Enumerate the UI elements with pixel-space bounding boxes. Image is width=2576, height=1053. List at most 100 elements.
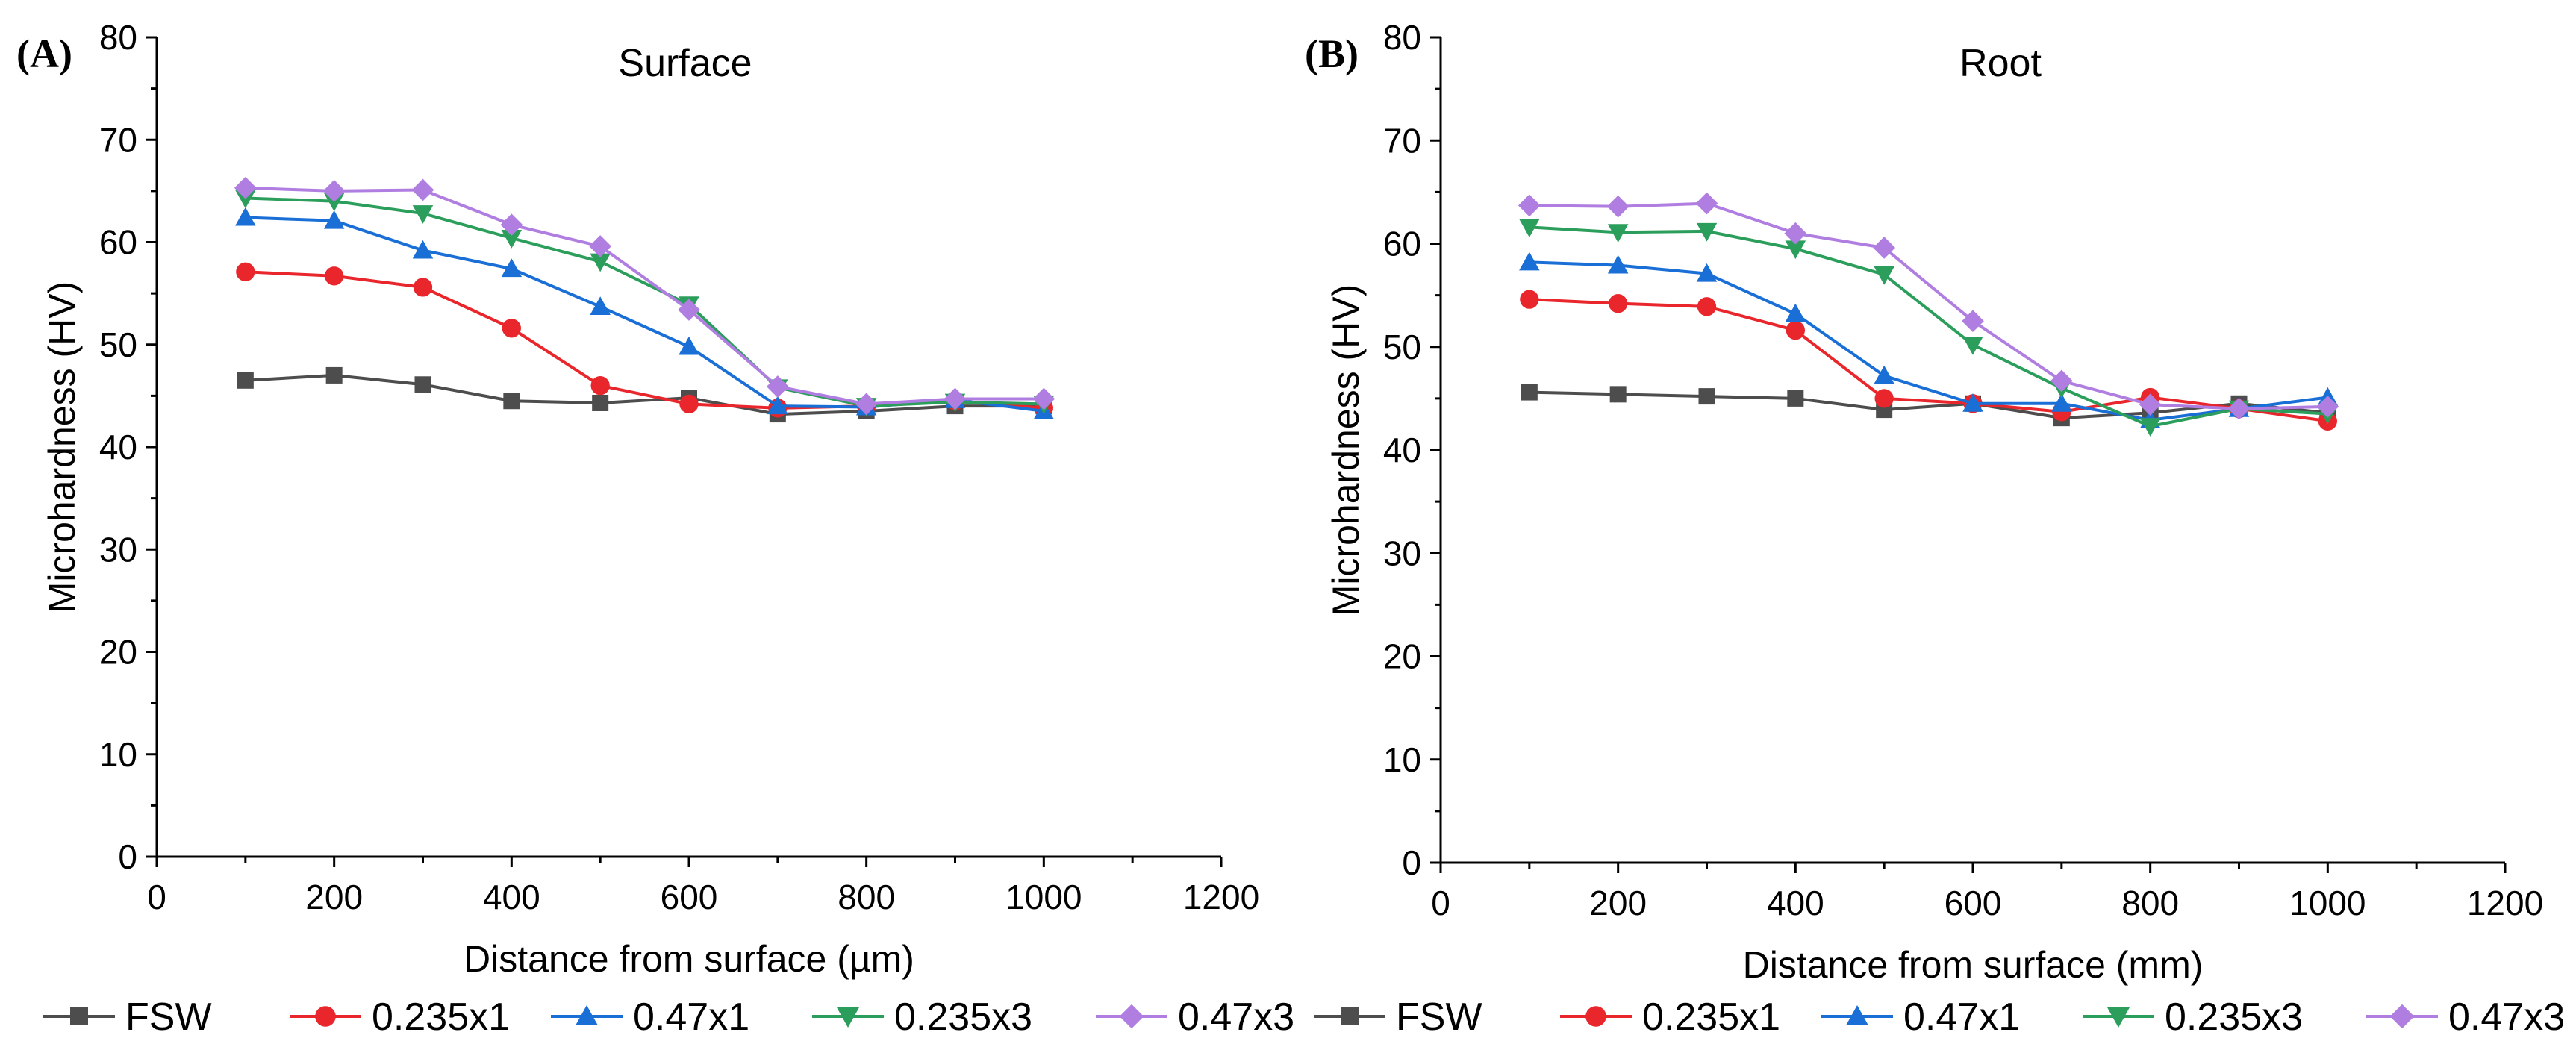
- legend-marker: [576, 1005, 598, 1025]
- data-point: [412, 240, 434, 259]
- x-tick-label: 600: [661, 878, 718, 916]
- legend-item: FSW: [1314, 996, 1482, 1039]
- legend-marker: [1341, 1007, 1359, 1025]
- legend-label: 0.47x3: [1178, 996, 1294, 1039]
- data-point: [2051, 393, 2072, 412]
- y-tick-label: 70: [99, 120, 137, 159]
- data-point: [855, 393, 878, 416]
- legend-label: 0.235x3: [894, 996, 1032, 1039]
- legend-label: FSW: [1396, 996, 1482, 1039]
- y-tick-label: 60: [99, 223, 137, 262]
- y-tick-label: 30: [99, 530, 137, 569]
- y-tick-label: 70: [1383, 121, 1421, 160]
- data-point: [412, 205, 434, 224]
- x-axis-title: Distance from surface (mm): [1743, 944, 2204, 986]
- x-tick-label: 200: [305, 878, 363, 916]
- series-line: [245, 373, 1044, 416]
- data-point: [679, 336, 699, 355]
- x-tick-label: 1000: [1005, 878, 1082, 916]
- legend-marker: [1846, 1005, 1868, 1025]
- x-tick-label: 400: [1767, 884, 1824, 922]
- data-point: [1696, 222, 1718, 242]
- panel-label: (A): [16, 31, 72, 76]
- data-point: [766, 375, 789, 398]
- x-tick-label: 200: [1589, 884, 1647, 922]
- legend-item: 0.235x1: [290, 996, 510, 1039]
- y-tick-label: 40: [99, 428, 137, 466]
- y-tick-label: 80: [99, 18, 137, 57]
- data-point: [325, 366, 343, 384]
- data-point: [679, 394, 699, 414]
- legend: FSW 0.235x1 0.47x1 0.235x3 0.47x3: [1314, 996, 2565, 1039]
- x-tick-label: 1200: [1183, 878, 1259, 916]
- data-point: [2050, 369, 2073, 393]
- x-tick-label: 0: [147, 878, 166, 916]
- x-tick-label: 800: [2121, 884, 2179, 922]
- data-point: [590, 253, 611, 272]
- legend-marker: [315, 1006, 336, 1027]
- y-tick-label: 20: [99, 633, 137, 672]
- data-point: [678, 299, 700, 321]
- data-point: [590, 376, 610, 396]
- data-point: [323, 210, 345, 229]
- y-tick-label: 50: [1383, 328, 1421, 366]
- legend-marker: [70, 1007, 88, 1025]
- data-point: [1606, 195, 1630, 218]
- series-0.47x3: [1518, 192, 2339, 420]
- data-point: [2139, 418, 2161, 437]
- legend-item: 0.235x3: [2083, 996, 2303, 1039]
- legend-item: 0.235x3: [812, 996, 1032, 1039]
- data-point: [414, 376, 431, 393]
- y-axis-title: Microhardness (HV): [41, 281, 83, 613]
- data-point: [1032, 387, 1055, 410]
- y-tick-label: 30: [1383, 534, 1421, 572]
- legend-label: 0.47x1: [1903, 996, 2020, 1039]
- y-axis-title: Microhardness (HV): [1325, 284, 1367, 616]
- x-tick-label: 1000: [2289, 884, 2366, 922]
- legend-item: 0.47x1: [551, 996, 749, 1039]
- data-point: [1786, 320, 1805, 340]
- x-tick-label: 400: [483, 878, 540, 916]
- legend: FSW 0.235x1 0.47x1 0.235x3 0.47x3: [43, 996, 1294, 1039]
- data-point: [589, 235, 612, 257]
- y-tick-label: 20: [1383, 637, 1421, 676]
- series-line: [1529, 298, 2328, 423]
- x-tick-label: 1200: [2467, 884, 2543, 922]
- data-point: [2227, 397, 2251, 420]
- series-0.235x3: [235, 190, 1055, 416]
- data-point: [1697, 297, 1717, 316]
- series-line: [245, 216, 1044, 413]
- series-0.47x1: [235, 207, 1055, 419]
- data-point: [234, 176, 257, 199]
- data-point: [1785, 303, 1806, 322]
- x-tick-label: 0: [1431, 884, 1450, 922]
- data-point: [1696, 263, 1718, 282]
- data-point: [1787, 390, 1804, 407]
- y-tick-label: 10: [1383, 740, 1421, 779]
- data-point: [1609, 294, 1628, 313]
- legend-marker: [1119, 1004, 1144, 1029]
- legend-marker: [1585, 1006, 1606, 1027]
- data-point: [1521, 384, 1538, 401]
- data-point: [501, 230, 523, 249]
- series-line: [1529, 225, 2328, 428]
- data-point: [1874, 365, 1894, 384]
- data-point: [323, 193, 345, 212]
- data-point: [1695, 192, 1718, 215]
- legend-marker: [837, 1007, 859, 1028]
- legend-label: 0.235x1: [1642, 996, 1780, 1039]
- x-tick-label: 800: [838, 878, 895, 916]
- data-point: [1607, 224, 1629, 243]
- y-tick-label: 10: [99, 735, 137, 774]
- legend-label: 0.235x1: [372, 996, 510, 1039]
- data-point: [944, 387, 967, 410]
- data-point: [237, 372, 254, 389]
- legend-item: 0.47x3: [2366, 996, 2565, 1039]
- legend-label: 0.47x3: [2448, 996, 2565, 1039]
- data-point: [592, 394, 609, 411]
- series-line: [245, 186, 1044, 406]
- data-point: [235, 190, 256, 209]
- data-point: [1962, 336, 1983, 355]
- y-tick-label: 50: [99, 325, 137, 364]
